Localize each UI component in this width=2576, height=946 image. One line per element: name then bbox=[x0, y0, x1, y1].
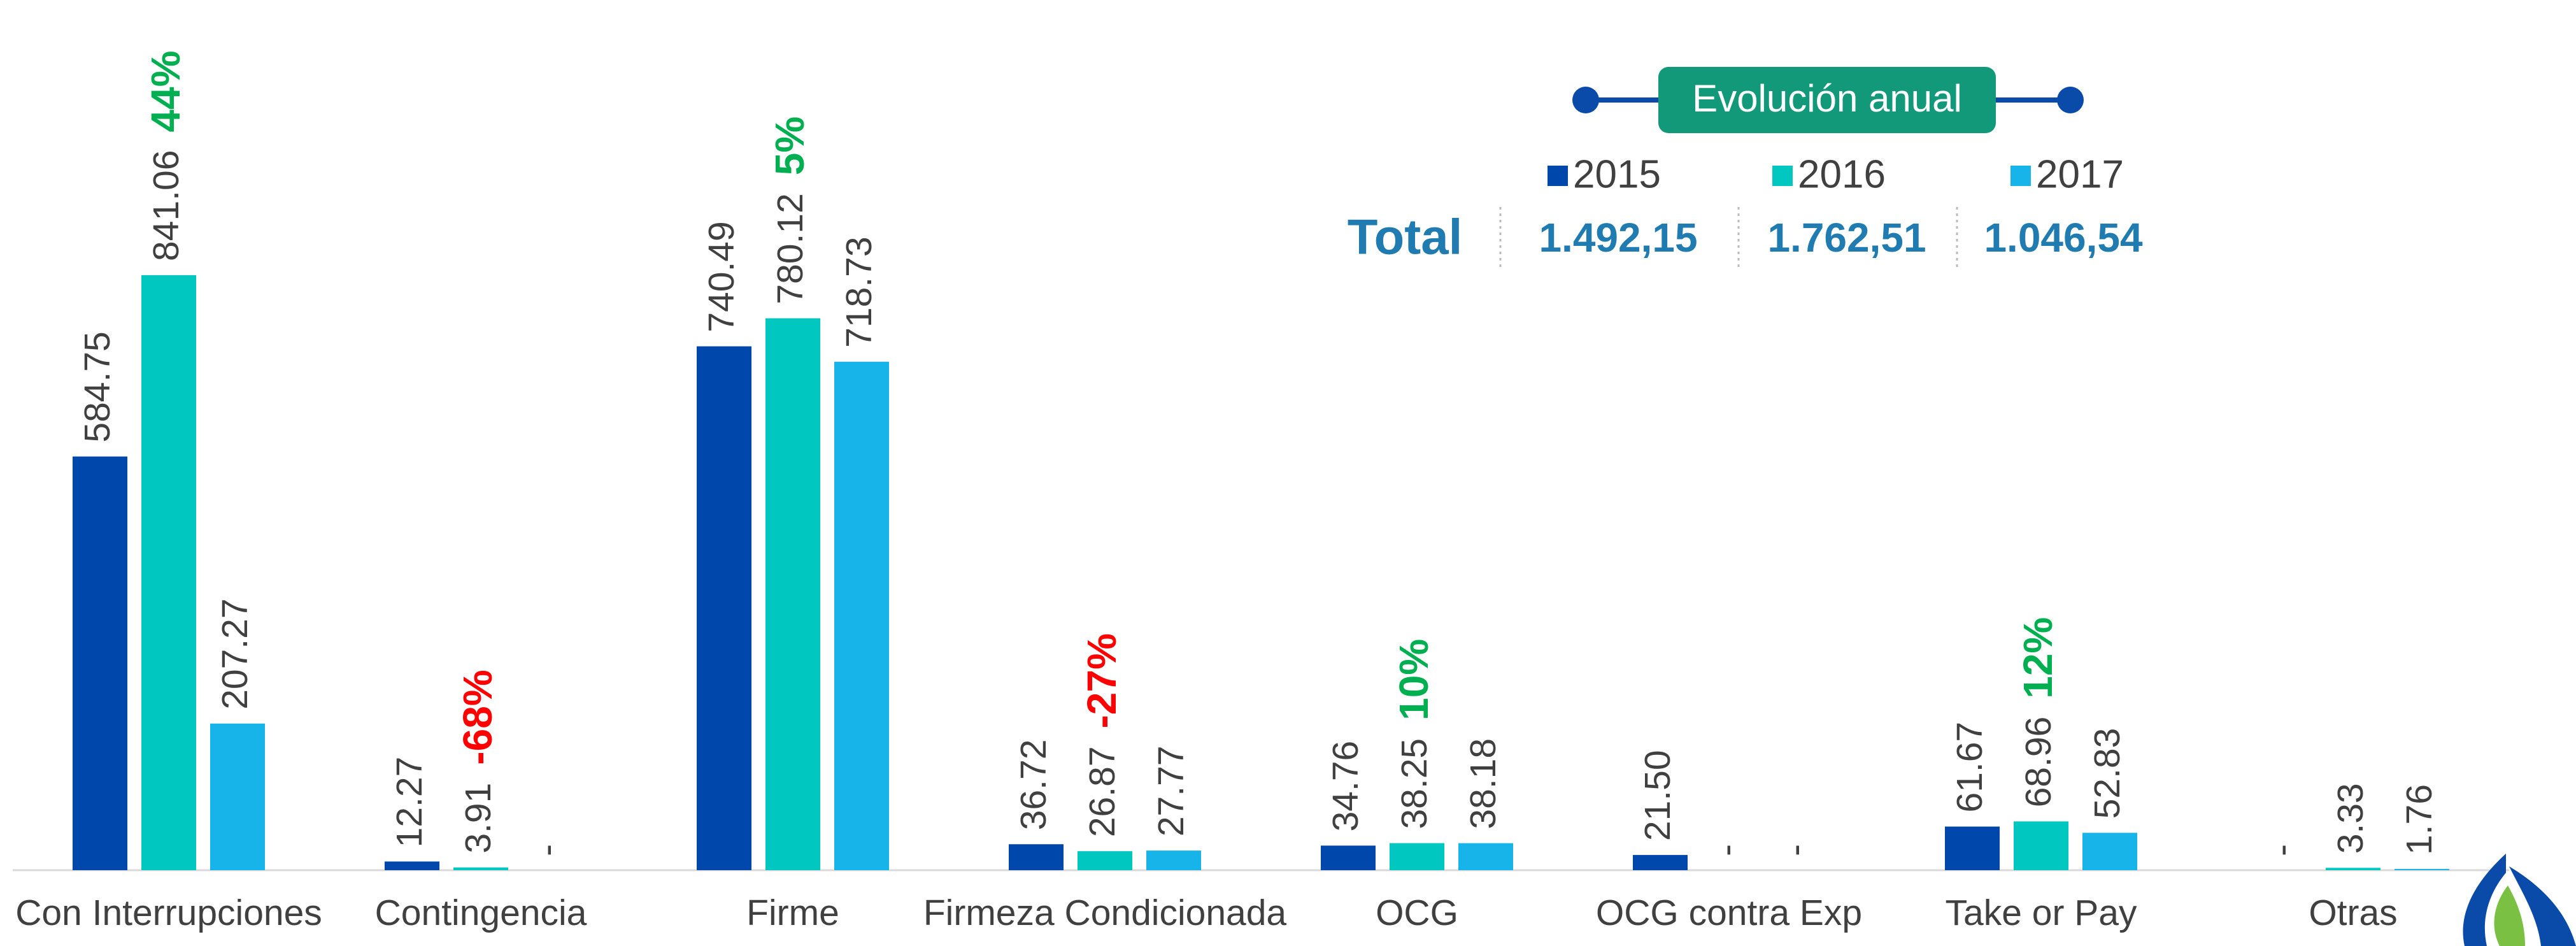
x-tick-label: Con Interrupciones bbox=[15, 892, 322, 933]
data-label: 36.72 bbox=[1013, 740, 1054, 831]
legend-swatch bbox=[1772, 166, 1793, 186]
data-label: 1.76 bbox=[2399, 784, 2440, 855]
bar bbox=[141, 275, 196, 871]
data-label: 12.27 bbox=[389, 757, 430, 848]
bar bbox=[834, 361, 889, 870]
bar bbox=[765, 318, 820, 871]
logo-leaf bbox=[2509, 866, 2576, 946]
logo-leaf bbox=[2494, 885, 2525, 946]
x-tick-label: Firme bbox=[746, 892, 839, 933]
total-value: 1.046,54 bbox=[1984, 215, 2143, 261]
totals-label: Total bbox=[1348, 209, 1463, 265]
logo-leaf bbox=[2463, 854, 2506, 946]
data-label: 27.77 bbox=[1151, 746, 1192, 837]
data-label: - bbox=[1775, 844, 1816, 856]
legend-swatch bbox=[1548, 166, 1568, 186]
data-label: 780.12 bbox=[770, 193, 811, 304]
data-label: - bbox=[527, 844, 567, 856]
bar bbox=[1146, 850, 1201, 870]
data-label: 207.27 bbox=[215, 598, 255, 709]
bar bbox=[1009, 844, 1064, 870]
total-value: 1.492,15 bbox=[1539, 215, 1697, 261]
change-label: 10% bbox=[1391, 639, 1437, 720]
data-label: 3.91 bbox=[458, 783, 499, 854]
data-label: 38.18 bbox=[1463, 738, 1504, 829]
bar bbox=[210, 723, 265, 870]
legend-dot bbox=[1572, 87, 1599, 113]
bar bbox=[1945, 826, 2000, 870]
data-label: 841.06 bbox=[146, 150, 187, 261]
bar bbox=[1390, 843, 1444, 870]
change-label: 5% bbox=[767, 117, 813, 176]
data-label: - bbox=[1706, 844, 1747, 856]
logo bbox=[2463, 854, 2576, 946]
legend-label: 2015 bbox=[1573, 152, 1661, 196]
data-label: 21.50 bbox=[1637, 750, 1678, 841]
legend-dot bbox=[2057, 87, 2084, 113]
bar bbox=[1458, 843, 1513, 870]
legend-label: 2017 bbox=[2036, 152, 2124, 196]
x-tick-label: Take or Pay bbox=[1946, 892, 2137, 933]
data-label: 584.75 bbox=[77, 331, 118, 442]
legend-title: Evolución anual bbox=[1692, 77, 1962, 120]
x-tick-label: Otras bbox=[2309, 892, 2397, 933]
legend-title-box bbox=[1658, 67, 1996, 133]
bar bbox=[2014, 821, 2068, 870]
legend-swatch bbox=[2010, 166, 2031, 186]
change-label: -27% bbox=[1079, 633, 1125, 728]
bar bbox=[73, 456, 127, 870]
bar bbox=[2326, 868, 2380, 870]
total-value: 1.762,51 bbox=[1767, 215, 1926, 261]
x-tick-label: OCG bbox=[1376, 892, 1458, 933]
change-label: 12% bbox=[2015, 617, 2061, 699]
data-label: 52.83 bbox=[2087, 728, 2128, 819]
legend-box: Evolución anual Total bbox=[1348, 67, 2084, 271]
x-tick-label: Firmeza Condicionada bbox=[923, 892, 1287, 933]
bar bbox=[1633, 855, 1688, 870]
data-label: 38.25 bbox=[1394, 738, 1435, 829]
bar bbox=[453, 867, 508, 870]
x-tick-label: OCG contra Exp bbox=[1596, 892, 1862, 933]
data-label: 68.96 bbox=[2018, 717, 2059, 808]
bar bbox=[697, 346, 751, 870]
x-tick-label: Contingencia bbox=[375, 892, 587, 933]
bar bbox=[2082, 833, 2137, 870]
data-label: 718.73 bbox=[839, 236, 879, 347]
data-label: 61.67 bbox=[1949, 722, 1990, 813]
change-label: -68% bbox=[455, 670, 501, 764]
legend-label: 2016 bbox=[1798, 152, 1886, 196]
data-label: - bbox=[2261, 844, 2302, 856]
data-label: 26.87 bbox=[1082, 747, 1123, 838]
data-label: 740.49 bbox=[701, 221, 742, 332]
bar bbox=[1321, 845, 1376, 870]
data-label: 34.76 bbox=[1325, 741, 1366, 832]
bar bbox=[1078, 851, 1132, 870]
bar bbox=[2395, 869, 2449, 870]
bar bbox=[385, 861, 439, 870]
data-label: 3.33 bbox=[2330, 783, 2371, 854]
change-label: 44% bbox=[143, 51, 189, 133]
